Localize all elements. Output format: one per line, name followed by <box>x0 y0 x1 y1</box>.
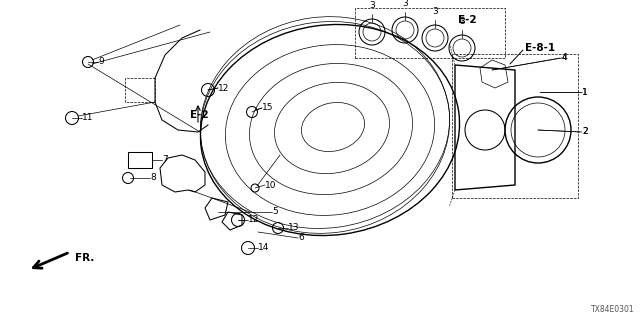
Text: 12: 12 <box>218 84 229 92</box>
Text: 14: 14 <box>258 244 269 252</box>
Text: 4: 4 <box>562 53 568 62</box>
Text: 15: 15 <box>262 103 273 113</box>
Text: 2: 2 <box>582 127 588 137</box>
Text: 10: 10 <box>265 180 276 189</box>
Text: 1: 1 <box>582 87 588 97</box>
Text: 9: 9 <box>98 58 104 67</box>
Text: 11: 11 <box>82 114 93 123</box>
Text: E-8-1: E-8-1 <box>525 43 555 53</box>
Text: FR.: FR. <box>75 253 94 263</box>
Text: 3: 3 <box>459 17 465 26</box>
Text: 3: 3 <box>402 0 408 8</box>
Text: 8: 8 <box>150 173 156 182</box>
Text: 3: 3 <box>369 1 375 10</box>
Text: TX84E0301: TX84E0301 <box>591 305 635 314</box>
Text: 13: 13 <box>288 223 300 233</box>
Text: 1: 1 <box>582 87 588 97</box>
Text: 12: 12 <box>248 215 259 225</box>
Text: E-2: E-2 <box>190 110 209 120</box>
Text: 2: 2 <box>582 127 588 137</box>
Text: 5: 5 <box>272 207 278 217</box>
Text: 7: 7 <box>162 156 168 164</box>
Text: 3: 3 <box>432 7 438 16</box>
Text: 4: 4 <box>562 53 568 62</box>
Text: 6: 6 <box>298 234 304 243</box>
Text: E-2: E-2 <box>458 15 477 25</box>
